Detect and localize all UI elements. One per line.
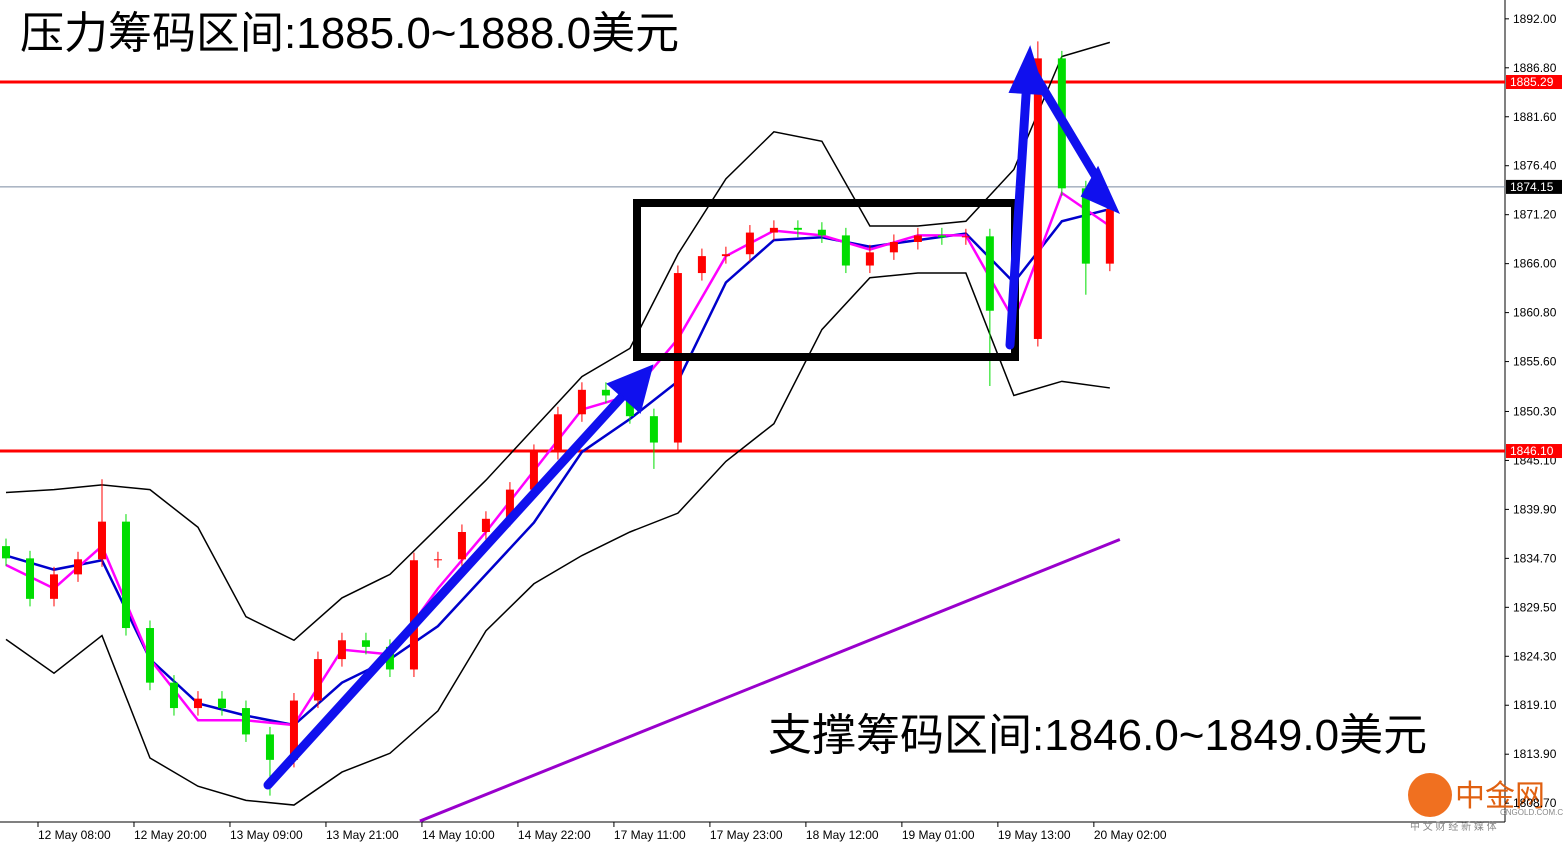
logo: 中金网 CNGOLD.COM.CN 中 文 财 经 新 媒 体 [1408,773,1563,833]
candle-body [361,640,370,647]
y-tick-label: 1876.40 [1513,159,1557,173]
x-tick-label: 17 May 11:00 [614,828,686,842]
candle-body [841,235,850,266]
candle-body [577,389,586,415]
candle-body [169,682,178,709]
y-tick-label: 1839.90 [1513,502,1557,516]
y-tick-label: 1850.30 [1513,404,1557,418]
x-tick-label: 13 May 09:00 [230,828,303,842]
candle-body [913,235,922,242]
candle-body [529,451,538,490]
y-tick-label: 1834.70 [1513,551,1557,565]
price-tag [1506,179,1562,194]
y-tick-label: 1886.80 [1513,61,1557,75]
y-tick-label: 1860.80 [1513,306,1557,320]
candle-body [649,416,658,443]
indicator-line [5,272,1110,806]
title: 压力筹码区间:1885.0~1888.0美元 [20,9,679,58]
candle-body [481,518,490,532]
candle-body [625,395,634,417]
candle-body [601,389,610,396]
marks [0,41,1505,823]
y-tick-label: 1819.10 [1513,698,1557,712]
candle-body [505,489,514,519]
arrow-head [606,364,654,414]
y-tick-label: 1829.50 [1513,600,1557,614]
indicator-line [5,207,1111,727]
candle-body [889,241,898,253]
candle-body [553,414,562,452]
candle-body [769,227,778,233]
candle-body [145,628,154,683]
logo-icon [1408,773,1452,817]
x-tick-label: 19 May 01:00 [902,828,975,842]
candle-body [337,640,346,660]
price-tag-label: 1846.10 [1510,444,1554,458]
x-tick-label: 13 May 21:00 [326,828,399,842]
candle-body [457,531,466,560]
x-tick-label: 19 May 13:00 [998,828,1071,842]
y-tick-label: 1813.90 [1513,747,1557,761]
x-tick-label: 14 May 10:00 [422,828,495,842]
x-tick-label: 12 May 08:00 [38,828,111,842]
x-tick-label: 18 May 12:00 [806,828,879,842]
candle-body [865,252,874,266]
y-tick-label: 1808.70 [1513,796,1557,810]
indicator-line [419,538,1121,823]
candle-body [409,560,418,670]
candle-body [817,229,826,236]
indicator-line [5,41,1111,642]
y-tick-label: 1871.20 [1513,208,1557,222]
arrows [263,45,1120,790]
candle-body [433,559,442,561]
y-tick-label: 1881.60 [1513,110,1557,124]
price-tag [1506,75,1562,90]
consolidation-box [633,199,1019,361]
candle-body [937,235,946,238]
candle-body [193,698,202,709]
candle-body [721,254,730,257]
candle-body [217,698,226,709]
x-tick-label: 12 May 20:00 [134,828,207,842]
candle-body [265,734,274,760]
logo-domain: CNGOLD.COM.CN [1500,808,1563,817]
x-tick-label: 20 May 02:00 [1094,828,1167,842]
arrow [1005,75,1032,350]
candle-body [385,646,394,670]
x-tick-label: 17 May 23:00 [710,828,783,842]
candle-body [745,232,754,255]
candle-body [985,236,994,311]
arrow-head [1080,165,1120,214]
logo-name: 中金网 [1455,780,1545,813]
price-tag-label: 1874.15 [1510,180,1554,194]
candle-body [97,521,106,560]
candle-body [1,546,10,559]
candle-body [1033,58,1042,339]
x-tick-label: 14 May 22:00 [518,828,591,842]
candle-body [121,521,130,629]
candle-body [1105,209,1114,264]
price-tag-label: 1885.29 [1510,75,1554,89]
price-tag [1506,444,1562,459]
candle-body [289,700,298,760]
logo-slogan: 中 文 财 经 新 媒 体 [1410,820,1497,833]
candle-body [313,659,322,701]
candle-body [241,708,250,735]
candle-body [961,236,970,238]
arrow [1027,65,1110,197]
y-tick-label: 1892.00 [1513,12,1557,26]
candle-body [49,574,58,599]
candle-body [1081,188,1090,264]
candle-body [73,559,82,575]
candle-body [25,558,34,599]
y-tick-label: 1866.00 [1513,257,1557,271]
candle-body [697,256,706,274]
arrow [263,383,635,790]
subtitle: 支撑筹码区间:1846.0~1849.0美元 [768,711,1427,760]
y-tick-label: 1855.60 [1513,355,1557,369]
y-tick-label: 1824.30 [1513,649,1557,663]
candle-body [793,227,802,230]
